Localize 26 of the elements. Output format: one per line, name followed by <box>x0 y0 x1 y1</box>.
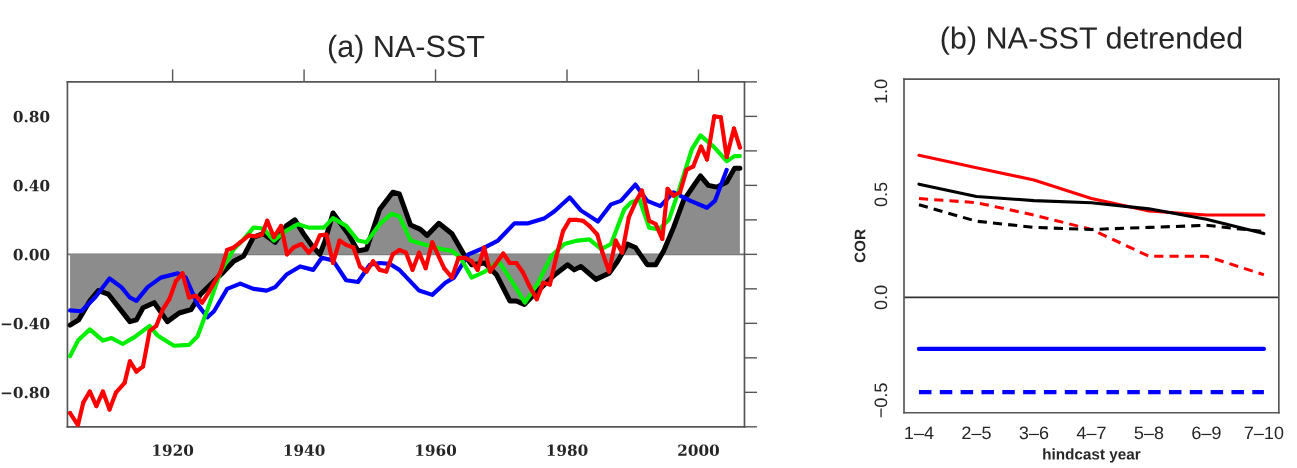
x-tick-label: 6–9 <box>1192 426 1221 440</box>
y-tick-label: 0.80 <box>13 110 50 123</box>
x-tick-label: 5–8 <box>1134 426 1164 440</box>
y-axis-title: COR <box>854 229 866 263</box>
y-tick-label: 0.00 <box>13 248 50 261</box>
y-tick-label: 0.0 <box>874 285 888 310</box>
y-tick-label: 0.5 <box>874 182 888 207</box>
line-series <box>917 197 1266 277</box>
y-tick-label: 0.40 <box>13 179 50 192</box>
x-tick-label: 1940 <box>284 444 325 456</box>
y-tick-label: −0.5 <box>874 383 888 418</box>
y-tick-label: −0.80 <box>1 386 50 399</box>
x-tick-label: 1920 <box>153 444 194 456</box>
x-tick-label: 4–7 <box>1076 426 1106 440</box>
x-tick-label: 3–6 <box>1019 426 1049 440</box>
y-tick-label: −0.40 <box>1 317 50 330</box>
chart-title: (b) NA-SST detrended <box>941 26 1242 55</box>
x-tick-label: 1980 <box>547 444 588 456</box>
x-tick-label: 7–10 <box>1244 426 1284 440</box>
x-tick-label: 1960 <box>416 444 457 456</box>
y-tick-label: 1.0 <box>874 79 888 103</box>
x-tick-label: 2–5 <box>962 426 991 440</box>
x-tick-label: 1–4 <box>905 426 934 440</box>
chart-title: (a) NA-SST <box>328 34 485 64</box>
x-axis-title: hindcast year <box>1043 448 1141 463</box>
x-tick-label: 2000 <box>678 444 720 456</box>
